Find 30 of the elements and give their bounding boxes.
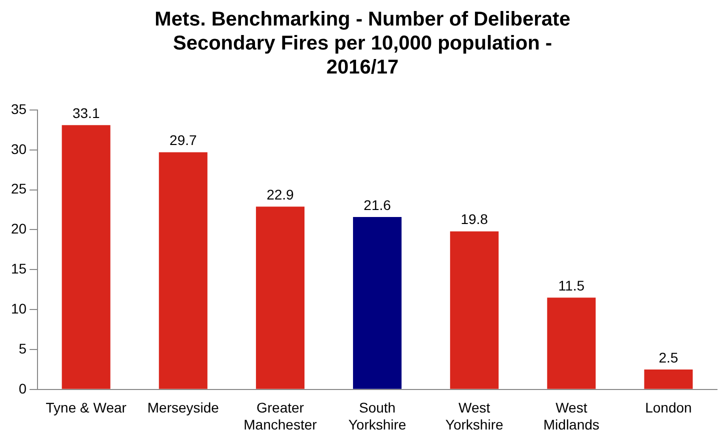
bar xyxy=(353,216,402,389)
y-tick-label: 10 xyxy=(10,300,27,316)
data-label: 11.5 xyxy=(558,277,585,294)
x-tick-label: West Yorkshire xyxy=(445,400,504,432)
bar xyxy=(256,206,304,389)
y-tick-label: 5 xyxy=(18,340,27,356)
data-label: 19.8 xyxy=(460,211,488,228)
y-tick-label: 25 xyxy=(10,180,27,197)
data-label: 21.6 xyxy=(364,196,392,213)
x-tick-label: Greater Manchester xyxy=(244,400,318,432)
x-tick-label: Merseyside xyxy=(147,400,220,416)
data-label: 2.5 xyxy=(658,349,678,366)
bar xyxy=(644,369,693,389)
data-label: 22.9 xyxy=(266,186,294,202)
y-tick-label: 20 xyxy=(10,220,27,237)
bar xyxy=(547,298,596,389)
x-tick-label: South Yorkshire xyxy=(348,400,406,432)
bar xyxy=(450,231,499,389)
y-tick-label: 35 xyxy=(10,100,27,117)
x-tick-label: London xyxy=(645,400,692,416)
y-tick-label: 15 xyxy=(10,260,27,277)
bar xyxy=(158,152,208,389)
y-tick-label: 0 xyxy=(18,380,27,396)
y-tick-label: 30 xyxy=(10,140,27,157)
data-label: 33.1 xyxy=(72,105,100,122)
chart-title: Mets. Benchmarking - Number of Deliberate Secondary Fires per 10,000 population - 2016/17 xyxy=(154,8,570,79)
data-label: 29.7 xyxy=(170,132,197,148)
x-tick-label: West Midlands xyxy=(543,400,600,432)
bar xyxy=(62,125,110,389)
x-tick-label: Tyne & Wear xyxy=(46,400,127,416)
